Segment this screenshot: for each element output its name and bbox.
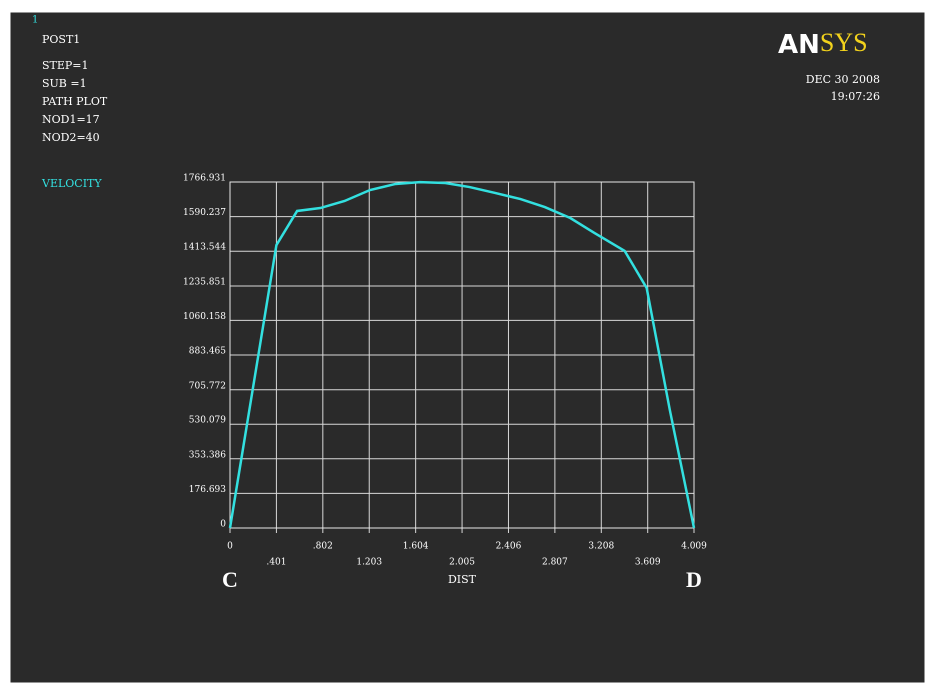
info-line: SUB =1 [42, 77, 87, 90]
y-tick-label: 1413.544 [183, 243, 226, 253]
y-tick-label: 1766.931 [183, 174, 226, 184]
date: DEC 30 2008 [806, 73, 880, 86]
logo-sys: SYS [820, 28, 868, 57]
x-tick-label: .802 [313, 542, 333, 552]
x-tick-label: 1.604 [403, 542, 429, 552]
y-tick-label: 1235.851 [183, 277, 226, 287]
y-tick-label: 0 [220, 520, 226, 530]
logo: ANSYS [778, 28, 868, 60]
x-axis-title: DIST [448, 573, 477, 586]
y-tick-label: 530.079 [189, 416, 226, 426]
logo-an: AN [778, 30, 820, 60]
x-tick-label: 0 [227, 542, 233, 552]
point-label: D [686, 567, 702, 592]
window-number: 1 [32, 15, 38, 26]
x-tick-label: .401 [266, 558, 286, 568]
legend-entry: VELOCITY [41, 177, 102, 190]
time: 19:07:26 [831, 90, 880, 103]
x-tick-label: 2.406 [496, 542, 522, 552]
x-tick-label: 2.005 [449, 558, 475, 568]
x-tick-label: 4.009 [681, 542, 707, 552]
y-tick-label: 1590.237 [183, 208, 226, 218]
y-tick-label: 1060.158 [183, 312, 226, 322]
info-line: POST1 [42, 33, 80, 46]
x-tick-label: 3.609 [635, 558, 661, 568]
y-tick-label: 883.465 [189, 347, 226, 357]
info-line: PATH PLOT [42, 95, 108, 108]
y-tick-label: 705.772 [189, 381, 226, 391]
point-label: C [222, 567, 238, 592]
y-tick-label: 353.386 [189, 450, 226, 460]
y-tick-label: 176.693 [189, 485, 226, 495]
x-tick-label: 1.203 [356, 558, 382, 568]
x-tick-label: 2.807 [542, 558, 568, 568]
x-tick-label: 3.208 [588, 542, 614, 552]
page: 1 ANSYS DEC 30 2008 19:07:26 C D DIST PO… [0, 0, 939, 690]
info-line: NOD2=40 [42, 131, 100, 144]
info-line: STEP=1 [42, 59, 89, 72]
info-line: NOD1=17 [42, 113, 100, 126]
ansys-window: 1 ANSYS DEC 30 2008 19:07:26 C D DIST PO… [0, 0, 939, 690]
